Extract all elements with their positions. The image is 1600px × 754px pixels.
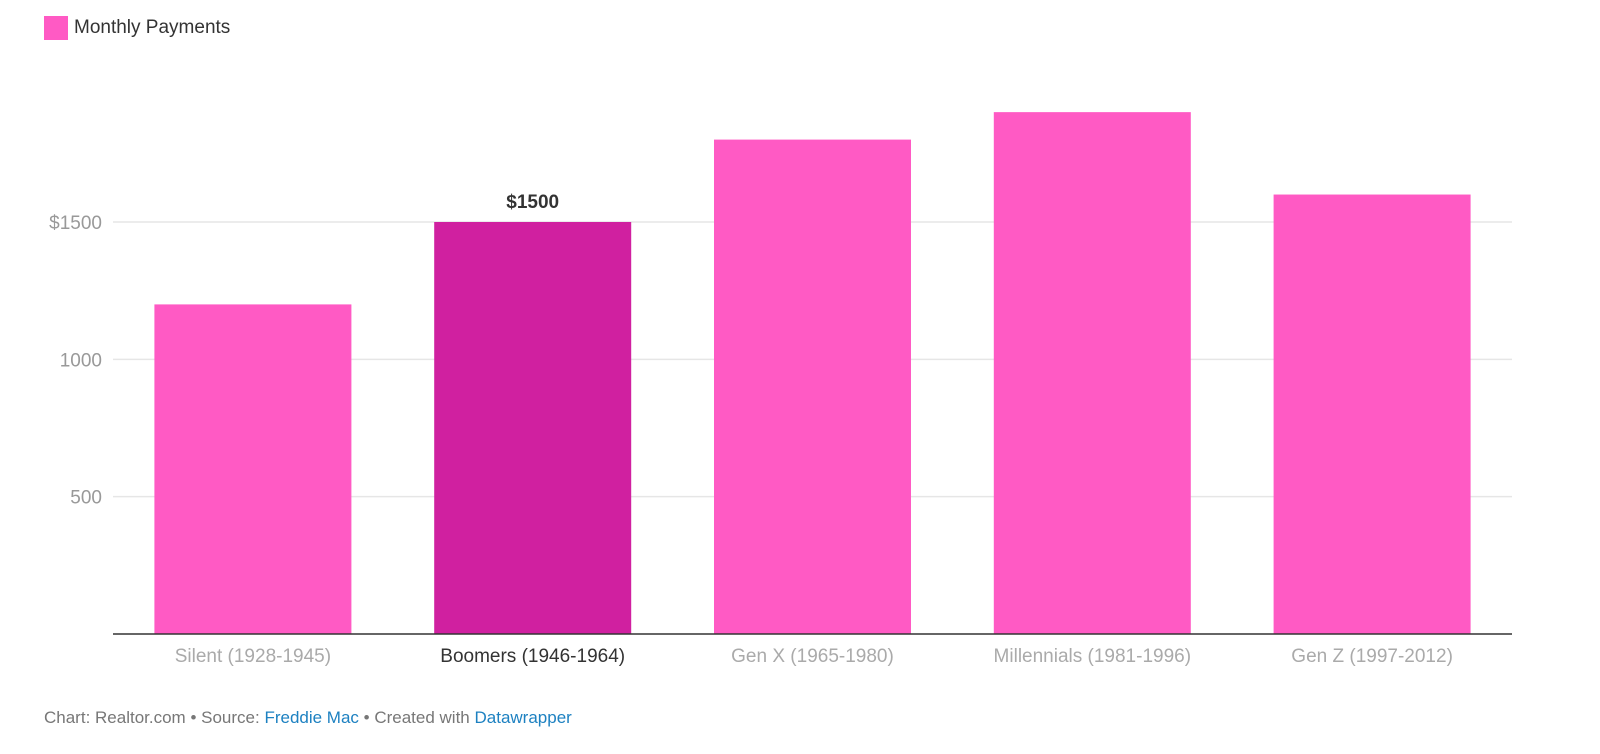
x-tick-label: Gen Z (1997-2012) (1291, 646, 1453, 667)
bar (154, 304, 352, 634)
x-tick-label: Gen X (1965-1980) (731, 646, 894, 667)
legend: Monthly Payments (44, 16, 230, 40)
footer-prefix: Chart: Realtor.com • Source: (44, 708, 265, 727)
x-tick-label: Silent (1928-1945) (175, 646, 331, 667)
bar-value-label: $1500 (506, 192, 559, 213)
x-axis-labels: Silent (1928-1945) Boomers (1946-1964) Gen… (175, 646, 1453, 667)
annotations: $1500 (506, 192, 559, 213)
bars (154, 112, 1471, 635)
footer-middle: • Created with (358, 708, 475, 727)
x-tick-label: Millennials (1981-1996) (994, 646, 1192, 667)
legend-label: Monthly Payments (74, 17, 231, 38)
legend-swatch (44, 16, 68, 40)
y-tick-label: 500 (70, 488, 102, 509)
bar (434, 222, 632, 634)
y-tick-label: $1500 (49, 213, 102, 234)
bar (993, 112, 1191, 635)
footer: Chart: Realtor.com • Source: Freddie Mac… (44, 708, 572, 728)
y-axis-ticks: 500 1000 $1500 (49, 213, 102, 509)
bar (714, 139, 911, 634)
source-link[interactable]: Freddie Mac (264, 708, 359, 727)
y-tick-label: 1000 (60, 350, 102, 371)
datawrapper-link[interactable]: Datawrapper (474, 708, 572, 727)
bar-chart: 500 1000 $1500 Silent (1928-1945) Boomers (… (49, 112, 1512, 667)
x-tick-label: Boomers (1946-1964) (440, 646, 625, 667)
bar (1273, 194, 1471, 635)
